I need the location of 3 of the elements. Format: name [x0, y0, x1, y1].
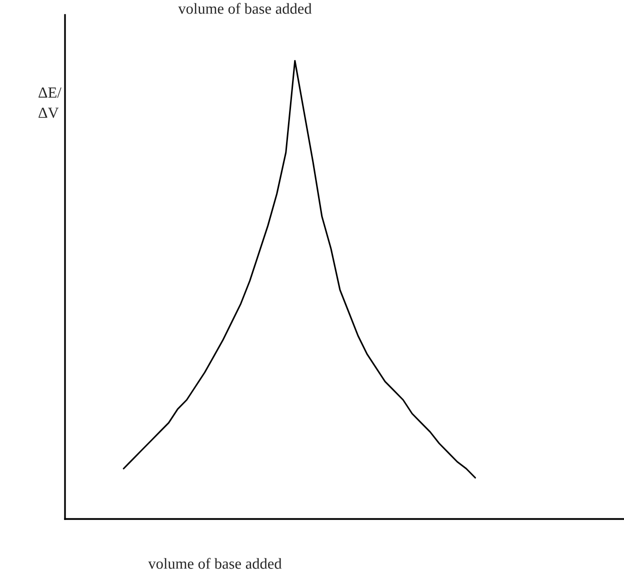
y-axis-title: ΔE/ ΔV [38, 87, 62, 118]
x-axis-title: volume of base added [148, 558, 282, 569]
chart-title: volume of base added [178, 2, 312, 14]
